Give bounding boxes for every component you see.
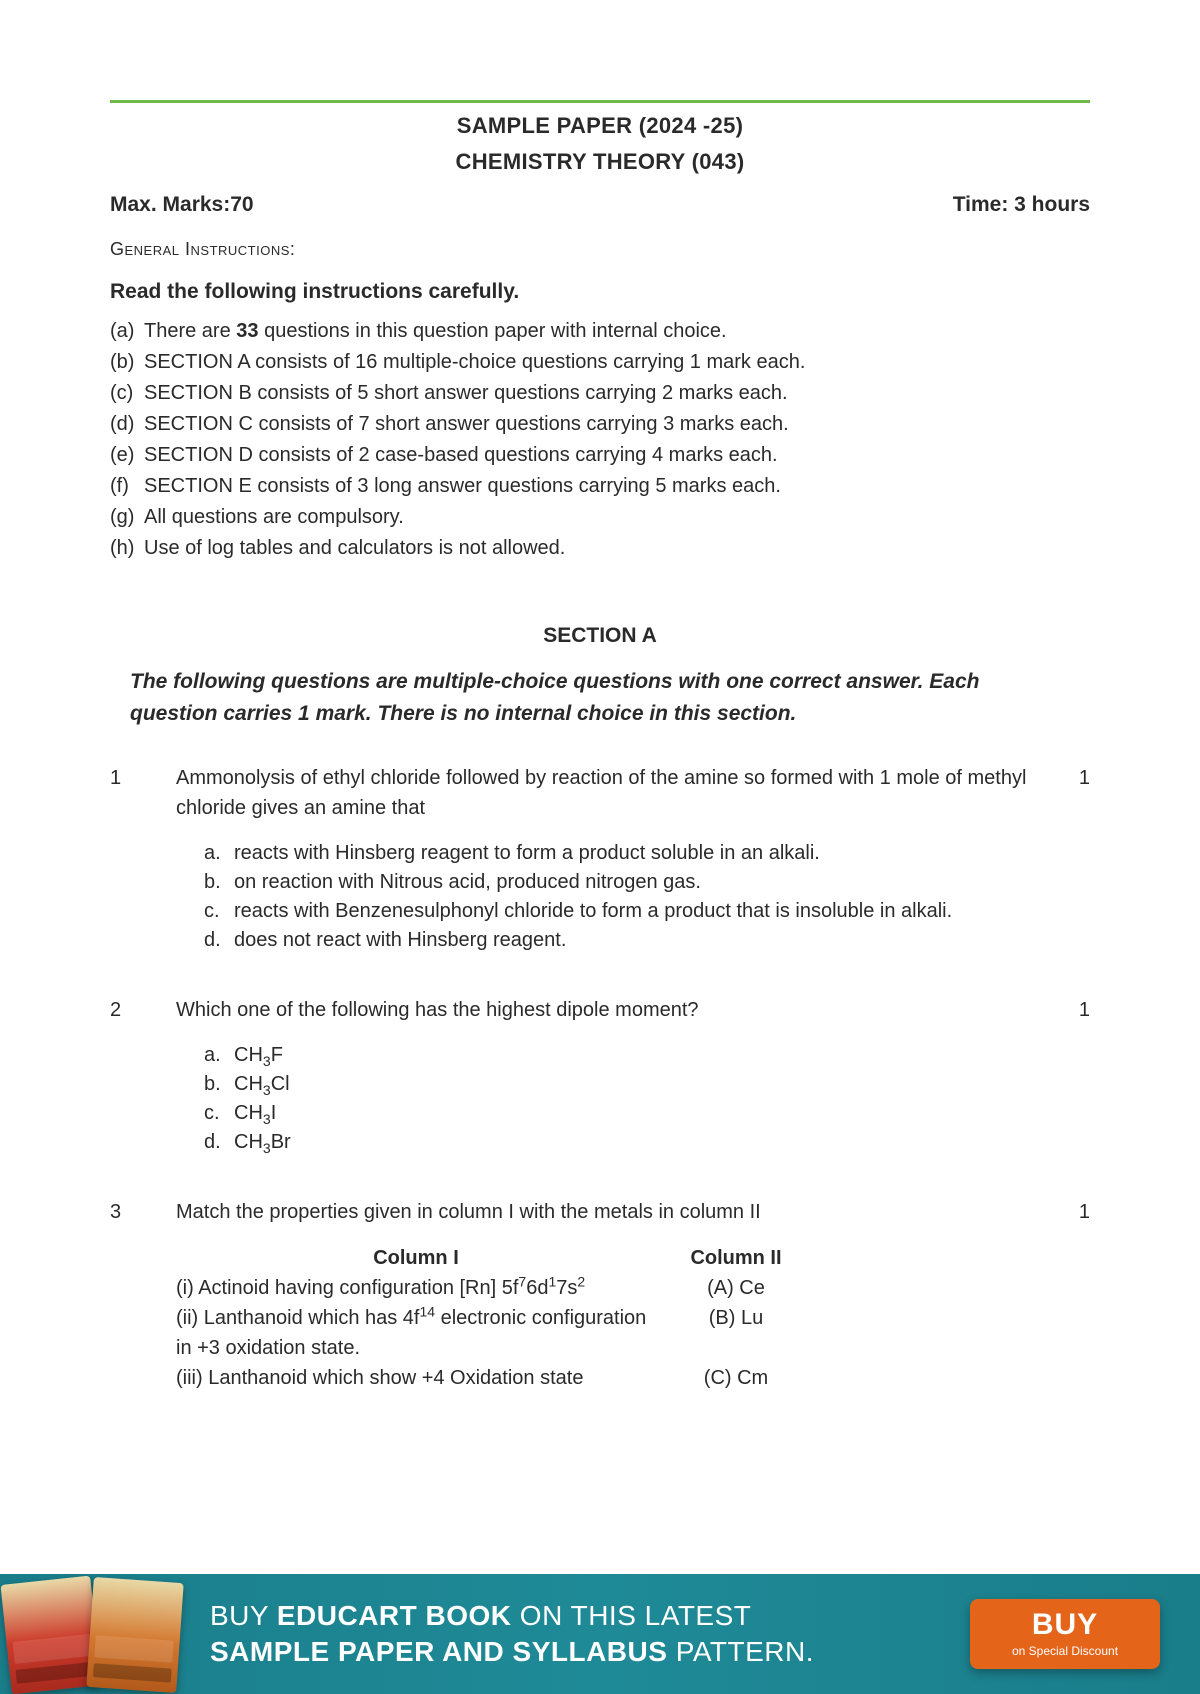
title-block: SAMPLE PAPER (2024 -25) CHEMISTRY THEORY… <box>110 113 1090 175</box>
match-table: Column I Column II (i) Actinoid having c… <box>176 1243 1030 1393</box>
buy-button[interactable]: BUY on Special Discount <box>970 1599 1160 1669</box>
question-stem: Match the properties given in column I w… <box>176 1197 1030 1227</box>
instruction-item: (h) Use of log tables and calculators is… <box>110 533 1090 564</box>
instruction-text: SECTION A consists of 16 multiple-choice… <box>144 347 805 378</box>
option-item: a. CH3F <box>204 1041 1030 1070</box>
match-cell-1: (ii) Lanthanoid which has 4f14 electroni… <box>176 1303 656 1363</box>
max-marks: Max. Marks:70 <box>110 193 254 217</box>
instruction-label: (d) <box>110 409 144 440</box>
instruction-list: (a) There are 33 questions in this quest… <box>110 316 1090 564</box>
time-allowed: Time: 3 hours <box>953 193 1090 217</box>
instruction-label: (c) <box>110 378 144 409</box>
match-row: (iii) Lanthanoid which show +4 Oxidation… <box>176 1363 1030 1393</box>
option-label: b. <box>204 868 234 897</box>
question-marks: 1 <box>1050 995 1090 1157</box>
instruction-text: All questions are compulsory. <box>144 502 404 533</box>
option-text: does not react with Hinsberg reagent. <box>234 926 1030 955</box>
option-text: reacts with Hinsberg reagent to form a p… <box>234 839 1030 868</box>
instruction-item: (g) All questions are compulsory. <box>110 502 1090 533</box>
question-body: Ammonolysis of ethyl chloride followed b… <box>176 763 1050 955</box>
question-marks: 1 <box>1050 763 1090 955</box>
instruction-text: SECTION C consists of 7 short answer que… <box>144 409 789 440</box>
instruction-text: There are 33 questions in this question … <box>144 316 727 347</box>
match-cell-2: (C) Cm <box>656 1363 816 1393</box>
match-cell-1: (i) Actinoid having configuration [Rn] 5… <box>176 1273 656 1303</box>
instruction-label: (b) <box>110 347 144 378</box>
instruction-text: SECTION B consists of 5 short answer que… <box>144 378 788 409</box>
instruction-item: (d) SECTION C consists of 7 short answer… <box>110 409 1090 440</box>
option-text: CH3Br <box>234 1128 1030 1157</box>
instruction-label: (h) <box>110 533 144 564</box>
book-icon <box>86 1577 183 1693</box>
option-label: d. <box>204 1128 234 1157</box>
question-1: 1 Ammonolysis of ethyl chloride followed… <box>110 763 1090 955</box>
option-label: c. <box>204 1099 234 1128</box>
option-item: d. CH3Br <box>204 1128 1030 1157</box>
section-a-heading: SECTION A <box>110 624 1090 648</box>
option-list: a. CH3F b. CH3Cl c. CH3I d. CH3Br <box>204 1041 1030 1157</box>
paper-title: SAMPLE PAPER (2024 -25) <box>110 113 1090 139</box>
instruction-text: Use of log tables and calculators is not… <box>144 533 565 564</box>
option-text: CH3I <box>234 1099 1030 1128</box>
book-thumbnails <box>0 1574 200 1694</box>
match-row: (i) Actinoid having configuration [Rn] 5… <box>176 1273 1030 1303</box>
meta-row: Max. Marks:70 Time: 3 hours <box>110 193 1090 217</box>
option-label: d. <box>204 926 234 955</box>
match-row: (ii) Lanthanoid which has 4f14 electroni… <box>176 1303 1030 1363</box>
option-item: a. reacts with Hinsberg reagent to form … <box>204 839 1030 868</box>
question-stem: Which one of the following has the highe… <box>176 995 1030 1025</box>
option-item: d. does not react with Hinsberg reagent. <box>204 926 1030 955</box>
option-text: reacts with Benzenesulphonyl chloride to… <box>234 897 1030 926</box>
top-rule <box>110 100 1090 103</box>
section-a-intro: The following questions are multiple-cho… <box>130 666 1070 729</box>
option-list: a. reacts with Hinsberg reagent to form … <box>204 839 1030 955</box>
question-body: Match the properties given in column I w… <box>176 1197 1050 1393</box>
question-marks: 1 <box>1050 1197 1090 1393</box>
option-item: b. on reaction with Nitrous acid, produc… <box>204 868 1030 897</box>
question-number: 3 <box>110 1197 176 1393</box>
option-text: CH3F <box>234 1041 1030 1070</box>
promo-banner: BUY EDUCART BOOK ON THIS LATEST SAMPLE P… <box>0 1574 1200 1694</box>
option-item: c. CH3I <box>204 1099 1030 1128</box>
general-instructions-label: General Instructions: <box>110 239 1090 260</box>
instruction-text: SECTION E consists of 3 long answer ques… <box>144 471 781 502</box>
match-header: Column I Column II <box>176 1243 1030 1273</box>
option-item: b. CH3Cl <box>204 1070 1030 1099</box>
instruction-item: (c) SECTION B consists of 5 short answer… <box>110 378 1090 409</box>
option-label: c. <box>204 897 234 926</box>
instruction-label: (g) <box>110 502 144 533</box>
instruction-item: (f) SECTION E consists of 3 long answer … <box>110 471 1090 502</box>
match-cell-2: (A) Ce <box>656 1273 816 1303</box>
buy-button-label: BUY <box>1032 1610 1098 1640</box>
read-instructions-heading: Read the following instructions carefull… <box>110 280 1090 304</box>
question-body: Which one of the following has the highe… <box>176 995 1050 1157</box>
banner-text: BUY EDUCART BOOK ON THIS LATEST SAMPLE P… <box>200 1598 970 1671</box>
question-2: 2 Which one of the following has the hig… <box>110 995 1090 1157</box>
option-text: on reaction with Nitrous acid, produced … <box>234 868 1030 897</box>
buy-button-subtext: on Special Discount <box>1012 1644 1118 1658</box>
column-2-header: Column II <box>656 1243 816 1273</box>
instruction-label: (a) <box>110 316 144 347</box>
instruction-item: (e) SECTION D consists of 2 case-based q… <box>110 440 1090 471</box>
exam-paper-page: SAMPLE PAPER (2024 -25) CHEMISTRY THEORY… <box>0 0 1200 1694</box>
instruction-item: (b) SECTION A consists of 16 multiple-ch… <box>110 347 1090 378</box>
instruction-label: (e) <box>110 440 144 471</box>
option-item: c. reacts with Benzenesulphonyl chloride… <box>204 897 1030 926</box>
instruction-label: (f) <box>110 471 144 502</box>
instruction-item: (a) There are 33 questions in this quest… <box>110 316 1090 347</box>
match-cell-1: (iii) Lanthanoid which show +4 Oxidation… <box>176 1363 656 1393</box>
column-1-header: Column I <box>176 1243 656 1273</box>
question-3: 3 Match the properties given in column I… <box>110 1197 1090 1393</box>
subject-title: CHEMISTRY THEORY (043) <box>110 149 1090 175</box>
option-label: b. <box>204 1070 234 1099</box>
option-text: CH3Cl <box>234 1070 1030 1099</box>
match-cell-2: (B) Lu <box>656 1303 816 1363</box>
option-label: a. <box>204 839 234 868</box>
instruction-text: SECTION D consists of 2 case-based quest… <box>144 440 778 471</box>
question-stem: Ammonolysis of ethyl chloride followed b… <box>176 763 1030 823</box>
question-number: 2 <box>110 995 176 1157</box>
option-label: a. <box>204 1041 234 1070</box>
question-number: 1 <box>110 763 176 955</box>
